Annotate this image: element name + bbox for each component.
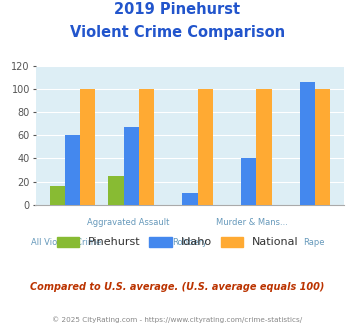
Text: All Violent Crime: All Violent Crime bbox=[31, 238, 102, 247]
Bar bbox=[124, 127, 139, 205]
Text: Murder & Mans...: Murder & Mans... bbox=[216, 218, 288, 227]
Text: Robbery: Robbery bbox=[173, 238, 207, 247]
Text: 2019 Pinehurst: 2019 Pinehurst bbox=[114, 2, 241, 16]
Bar bbox=[50, 186, 65, 205]
Bar bbox=[198, 89, 213, 205]
Text: © 2025 CityRating.com - https://www.cityrating.com/crime-statistics/: © 2025 CityRating.com - https://www.city… bbox=[53, 317, 302, 323]
Bar bbox=[139, 89, 154, 205]
Text: Rape: Rape bbox=[303, 238, 324, 247]
Legend: Pinehurst, Idaho, National: Pinehurst, Idaho, National bbox=[52, 232, 303, 252]
Bar bbox=[182, 193, 198, 205]
Bar bbox=[80, 89, 95, 205]
Text: Aggravated Assault: Aggravated Assault bbox=[87, 218, 169, 227]
Bar bbox=[256, 89, 272, 205]
Bar bbox=[65, 135, 80, 205]
Text: Violent Crime Comparison: Violent Crime Comparison bbox=[70, 25, 285, 40]
Text: Compared to U.S. average. (U.S. average equals 100): Compared to U.S. average. (U.S. average … bbox=[30, 282, 325, 292]
Bar bbox=[108, 176, 124, 205]
Bar bbox=[315, 89, 330, 205]
Bar bbox=[241, 158, 256, 205]
Bar bbox=[300, 82, 315, 205]
